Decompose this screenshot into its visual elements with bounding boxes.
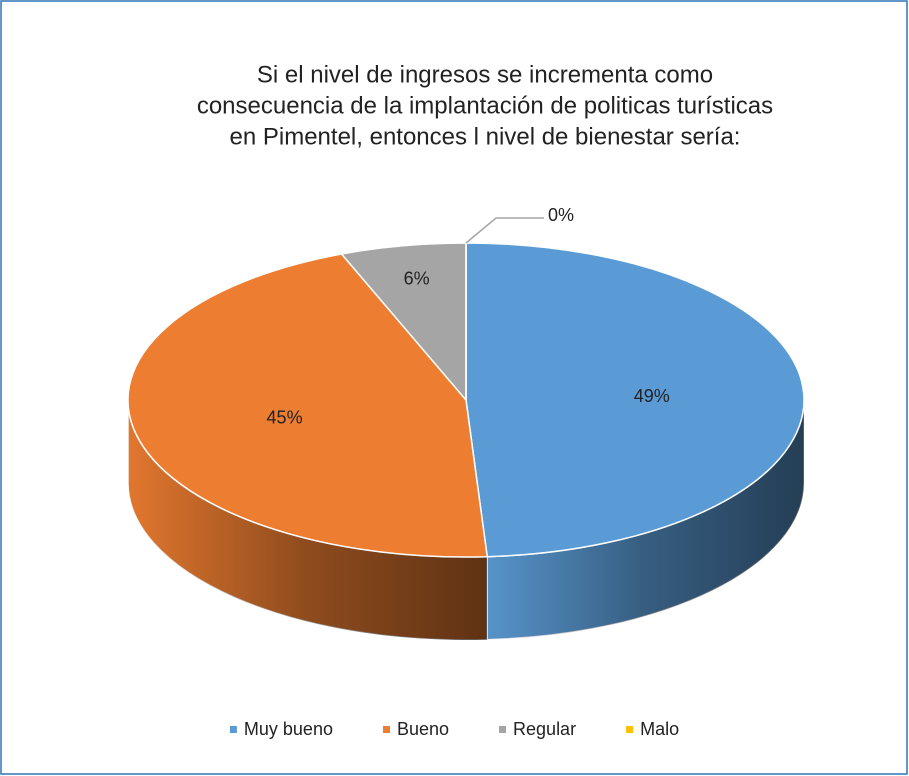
pie-slice [465,242,805,558]
data-label: 0% [548,205,574,225]
chart-title: consecuencia de la implantación de polit… [197,92,773,119]
side-shade [487,400,805,640]
pie-slice [127,253,489,558]
legend-marker [626,726,634,733]
chart-title: Si el nivel de ingresos se incrementa co… [257,61,713,88]
data-label: 49% [634,386,670,406]
data-label: 6% [404,268,430,288]
side-shade [128,400,488,640]
legend-marker [229,726,237,733]
chart-title: en Pimentel, entonces l nivel de bienest… [230,123,741,150]
legend-label: Bueno [397,719,449,739]
legend-marker [382,726,390,733]
legend-label: Muy bueno [244,719,333,739]
legend-label: Malo [640,719,679,739]
leader-line [465,217,544,244]
data-label: 45% [267,408,303,428]
legend-label: Regular [513,719,576,739]
pie-slice [340,242,467,403]
legend-marker [499,726,507,733]
